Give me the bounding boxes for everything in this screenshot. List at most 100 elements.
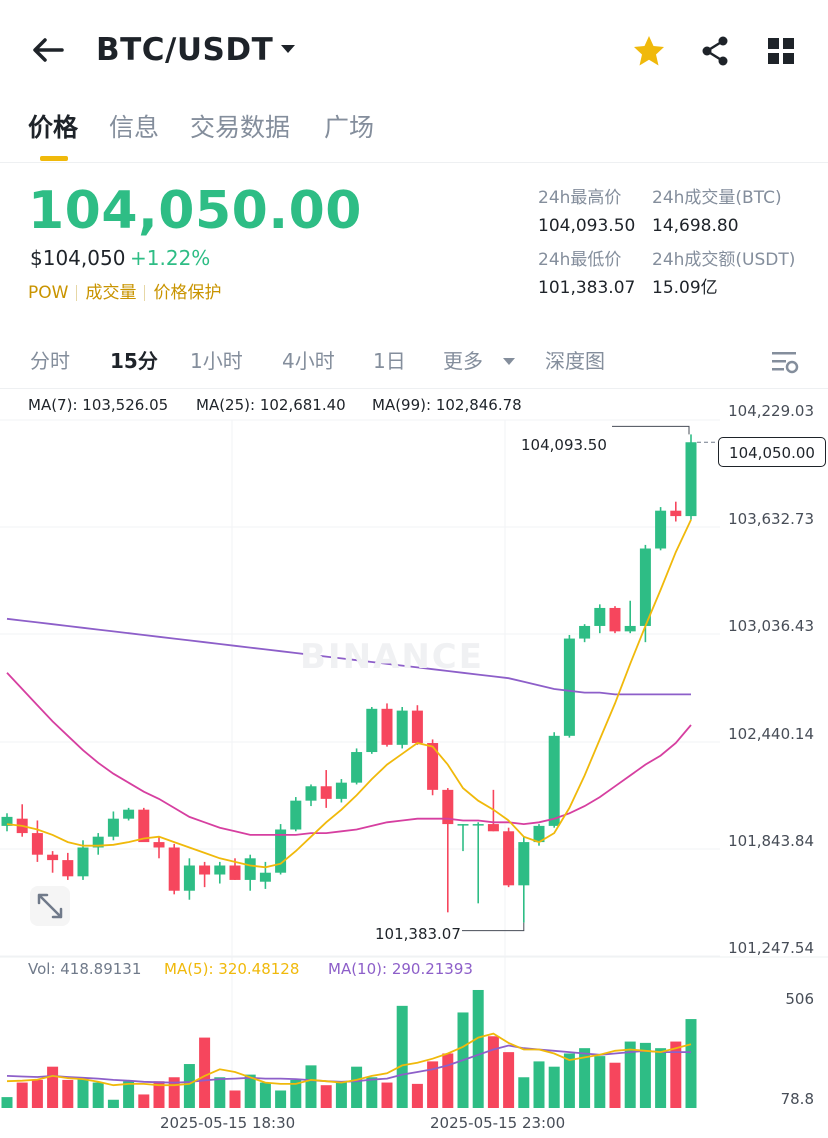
tab-square[interactable]: 广场 (324, 113, 375, 142)
candle-body (290, 800, 302, 830)
tag-price-protection[interactable]: 价格保护 (153, 283, 222, 303)
candle-body (685, 442, 697, 517)
candle-body (624, 625, 636, 632)
volume-bar (214, 1077, 226, 1108)
tag-pow[interactable]: POW (28, 283, 69, 303)
share-icon[interactable] (698, 34, 732, 68)
volume-bar (275, 1090, 287, 1108)
interval-time[interactable]: 分时 (30, 349, 70, 373)
candle-body (533, 825, 545, 843)
active-tab-indicator (40, 156, 68, 161)
candle-body (411, 710, 423, 744)
interval-4h[interactable]: 4小时 (282, 349, 335, 373)
volume-axis-label: 78.8 (780, 1090, 814, 1108)
candle-body (107, 818, 119, 837)
ma7-line (6, 519, 692, 869)
volume-bar (594, 1056, 606, 1108)
price-axis-label: 101,247.54 (728, 939, 814, 957)
candle-body (563, 638, 575, 736)
candle-body (214, 865, 226, 875)
candle-body (381, 708, 393, 745)
caret-down-icon[interactable] (502, 354, 516, 368)
pair-title[interactable]: BTC/USDT (96, 32, 274, 68)
candle-body (503, 831, 515, 886)
volume-bar (685, 1019, 697, 1108)
back-arrow-icon[interactable] (28, 30, 68, 70)
interval-1h[interactable]: 1小时 (190, 349, 243, 373)
candle-body (472, 824, 484, 826)
depth-chart-tab[interactable]: 深度图 (545, 349, 605, 373)
time-axis-label: 2025-05-15 18:30 (160, 1114, 296, 1132)
candle-body (655, 510, 667, 549)
low-marker-label: 101,383.07 (375, 925, 461, 943)
vol-btc-value: 14,698.80 (652, 216, 739, 236)
tab-info[interactable]: 信息 (109, 113, 160, 142)
tab-trading-data[interactable]: 交易数据 (190, 113, 291, 142)
candle-body (396, 710, 408, 745)
tag-separator (76, 285, 78, 301)
candle-body (609, 607, 621, 632)
price-axis-label: 102,440.14 (728, 725, 814, 743)
watermark: BINANCE (300, 637, 484, 677)
candle-body (579, 625, 591, 639)
caret-down-icon[interactable] (277, 38, 299, 60)
candle-body (153, 842, 165, 848)
candle-body (138, 809, 150, 843)
candle-body (457, 824, 469, 826)
grid-icon[interactable] (764, 34, 798, 68)
ma25-legend: MA(25): 102,681.40 (196, 396, 346, 414)
usd-price: $104,050 (30, 246, 126, 270)
candle-body (518, 842, 530, 886)
interval-15m[interactable]: 15分 (110, 349, 158, 373)
low-marker-line (462, 922, 525, 932)
volume-bar (351, 1066, 363, 1108)
volume-ma5-line (6, 1032, 692, 1087)
candle-body (123, 809, 135, 819)
high-marker-label: 104,093.50 (521, 436, 607, 454)
volume-bar (199, 1037, 211, 1108)
volume-bar (411, 1083, 423, 1108)
interval-1d[interactable]: 1日 (373, 349, 406, 373)
divider (0, 162, 828, 163)
last-price: 104,050.00 (28, 181, 362, 241)
volume-bar (427, 1061, 439, 1108)
volume-bar (381, 1082, 393, 1108)
high-value: 104,093.50 (538, 216, 636, 236)
expand-chart-button[interactable] (30, 886, 70, 926)
volume-bar (168, 1077, 180, 1108)
ma25-line (6, 672, 692, 836)
volume-bar (77, 1078, 89, 1108)
candle-body (47, 854, 59, 861)
volume-bar (472, 989, 484, 1108)
price-axis-label: 101,843.84 (728, 832, 814, 850)
current-price-box[interactable]: 104,050.00 (718, 437, 826, 467)
candle-body (168, 847, 180, 891)
candle-body (670, 510, 682, 517)
volume-ma5-legend: MA(5): 320.48128 (164, 960, 300, 978)
candle-body (442, 789, 454, 825)
volume-bar (548, 1066, 560, 1108)
chart-settings-icon[interactable] (770, 348, 800, 376)
tab-price[interactable]: 价格 (28, 113, 79, 142)
candle-body (244, 858, 256, 880)
top-bar: BTC/USDT (0, 0, 828, 100)
ma99-line (6, 617, 691, 696)
volume-bar (62, 1079, 74, 1108)
tag-list: POW 成交量 价格保护 (28, 280, 229, 306)
candle-body (199, 865, 211, 875)
tag-separator (144, 285, 146, 301)
volume-bar (92, 1082, 104, 1108)
candle-body (594, 607, 606, 626)
ma7-legend: MA(7): 103,526.05 (28, 396, 169, 414)
interval-more[interactable]: 更多 (443, 349, 483, 373)
volume-bar (366, 1077, 378, 1108)
candle-body (366, 708, 378, 753)
high-label: 24h最高价 (538, 188, 622, 208)
volume-bar (335, 1081, 347, 1108)
star-icon[interactable] (632, 34, 666, 68)
tag-volume[interactable]: 成交量 (85, 283, 137, 303)
volume-bar (47, 1066, 59, 1108)
candle-body (1, 816, 13, 826)
candle-body (548, 735, 560, 826)
